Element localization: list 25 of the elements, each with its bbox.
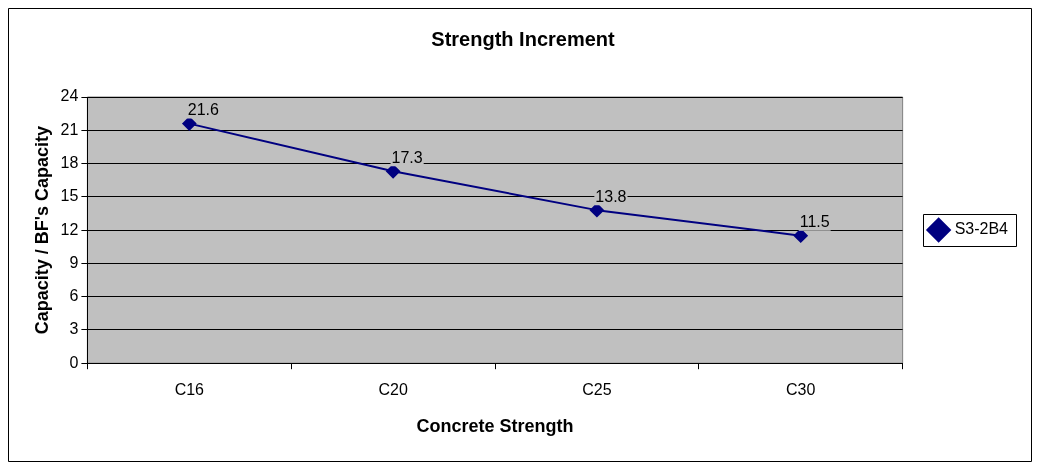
y-tick-label: 6 bbox=[69, 287, 79, 305]
y-tick-label: 0 bbox=[69, 353, 79, 371]
y-tick-label: 15 bbox=[60, 187, 79, 205]
x-axis-title: Concrete Strength bbox=[416, 416, 574, 437]
data-label: 21.6 bbox=[187, 101, 219, 119]
x-tick-label: C30 bbox=[786, 381, 816, 399]
point bbox=[182, 116, 197, 131]
y-axis-title: Capacity / BF's Capacity bbox=[31, 125, 52, 335]
data-label: 17.3 bbox=[391, 148, 423, 166]
y-tick-label: 18 bbox=[60, 153, 79, 171]
data-label: 11.5 bbox=[799, 213, 830, 231]
legend-label: S3-2B4 bbox=[954, 220, 1009, 238]
data-label: 13.8 bbox=[595, 187, 627, 205]
y-tick-label: 12 bbox=[60, 220, 79, 238]
point bbox=[386, 164, 401, 179]
x-tick-label: C20 bbox=[378, 381, 408, 399]
point bbox=[589, 203, 604, 218]
x-tick-label: C25 bbox=[582, 381, 612, 399]
y-tick-label: 21 bbox=[60, 120, 79, 138]
point bbox=[793, 228, 808, 243]
y-tick-label: 9 bbox=[69, 253, 79, 271]
y-tick-label: 24 bbox=[60, 87, 79, 105]
x-tick-label: C16 bbox=[174, 381, 205, 399]
y-tick-label: 3 bbox=[69, 320, 79, 338]
chart-title: Strength Increment bbox=[431, 27, 616, 50]
